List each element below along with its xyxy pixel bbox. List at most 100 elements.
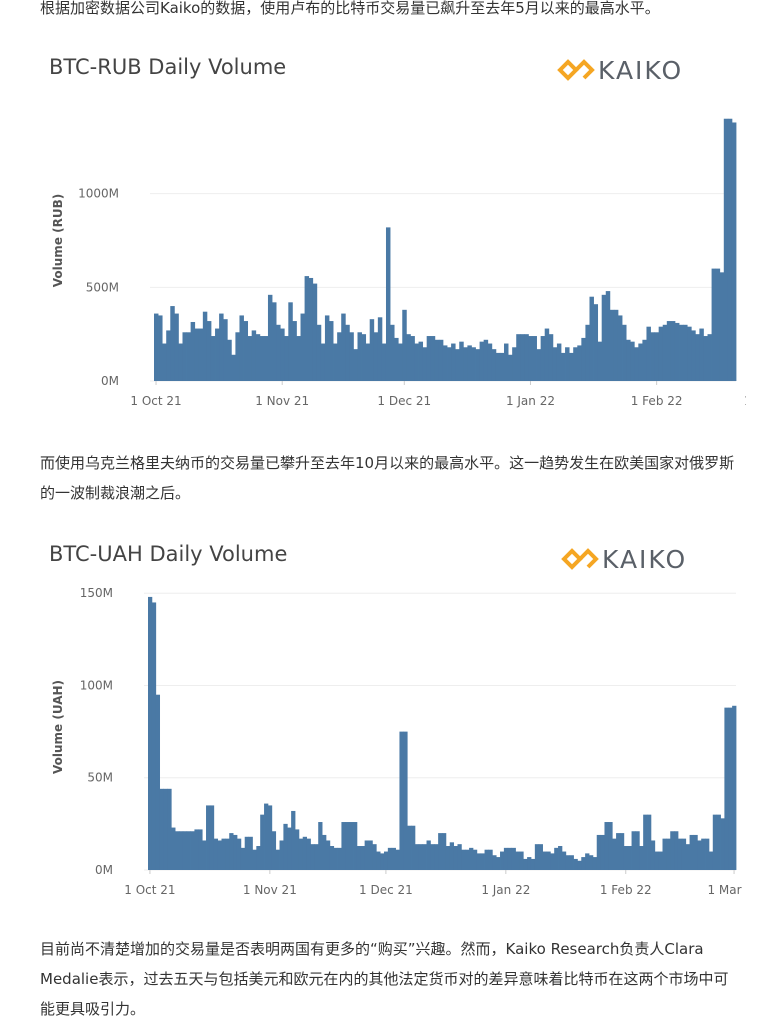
bar: [353, 349, 358, 381]
x-tick-label: 1 Feb 22: [631, 394, 683, 408]
bar: [577, 860, 582, 870]
bar: [291, 810, 296, 870]
bar: [442, 345, 448, 381]
bar: [670, 831, 675, 870]
bar: [601, 294, 607, 381]
y-axis-label: Volume (UAH): [51, 680, 65, 774]
bar: [373, 332, 379, 381]
logo-text: KAIKO: [598, 55, 684, 85]
bar: [322, 834, 327, 870]
bar: [418, 341, 424, 381]
bar: [715, 268, 721, 381]
bar: [507, 847, 513, 870]
bar: [577, 345, 582, 381]
bar: [219, 313, 224, 381]
bar: [279, 840, 284, 870]
bar: [402, 309, 407, 381]
bar: [154, 313, 159, 381]
y-tick-label: 50M: [87, 771, 113, 785]
bar: [724, 707, 729, 870]
middle-paragraph: 而使用乌克兰格里夫纳币的交易量已攀升至去年10月以来的最高水平。这一趋势发生在欧…: [40, 454, 735, 502]
bar: [263, 336, 269, 381]
bar: [442, 833, 447, 870]
bar: [732, 705, 737, 870]
bar: [260, 814, 265, 870]
bar: [520, 334, 525, 381]
bar: [534, 844, 540, 870]
bar: [324, 315, 330, 381]
kaiko-logo: KAIKO: [556, 55, 683, 85]
bar: [296, 336, 301, 381]
bar: [471, 347, 476, 381]
bar: [398, 343, 403, 381]
bar: [445, 846, 451, 870]
bar: [399, 731, 404, 870]
bar: [418, 844, 424, 870]
bar: [622, 324, 627, 381]
bar: [256, 846, 261, 870]
bar: [387, 847, 393, 870]
bar: [434, 844, 439, 870]
bar: [227, 339, 232, 381]
bar: [304, 276, 310, 381]
bar: [548, 334, 554, 381]
bar: [662, 838, 667, 870]
x-tick-label: 1 Nov 21: [255, 394, 309, 408]
bar: [674, 831, 679, 870]
bar: [190, 831, 195, 870]
bar: [654, 851, 660, 870]
bar: [689, 834, 694, 870]
x-tick-label: 1 Dec 21: [359, 883, 413, 897]
bar: [236, 838, 242, 870]
bar: [295, 829, 300, 870]
bar: [292, 321, 297, 381]
bar: [248, 836, 253, 870]
y-tick-label: 0M: [101, 374, 119, 388]
bar: [170, 306, 175, 381]
bar: [608, 822, 613, 870]
bar: [298, 838, 304, 870]
bar: [596, 834, 602, 870]
bar: [247, 336, 253, 381]
bar: [617, 315, 623, 381]
bar: [701, 838, 706, 870]
bar: [333, 343, 338, 381]
bar: [728, 707, 733, 870]
bar: [449, 842, 455, 870]
bar: [385, 227, 391, 381]
bar: [619, 833, 625, 870]
bar: [544, 328, 550, 381]
bar: [395, 849, 400, 870]
bar: [287, 827, 292, 870]
bar: [252, 849, 257, 870]
bar: [609, 309, 615, 381]
bar: [426, 336, 432, 381]
bar: [515, 851, 520, 870]
bar: [573, 858, 578, 870]
bar: [635, 831, 640, 870]
bar: [271, 831, 277, 870]
bar: [244, 836, 249, 870]
bar: [585, 853, 590, 870]
bar: [372, 844, 377, 870]
bar: [306, 838, 311, 870]
bar: [194, 328, 200, 381]
bar: [202, 840, 207, 870]
bar: [727, 118, 733, 381]
x-tick-label: 1 Jan 22: [481, 883, 530, 897]
bar: [650, 840, 656, 870]
bar: [329, 846, 335, 870]
bar: [349, 332, 354, 381]
bar: [383, 851, 389, 870]
bar: [487, 343, 493, 381]
bar: [407, 825, 412, 870]
bar: [175, 831, 180, 870]
bar: [631, 831, 636, 870]
bar: [658, 326, 664, 381]
bar: [381, 343, 387, 381]
bottom-paragraph: 目前尚不清楚增加的交易量是否表明两国有更多的“购买”兴趣。然而，Kaiko Re…: [40, 940, 729, 1018]
bar: [272, 302, 277, 381]
bar: [453, 846, 458, 870]
bar: [403, 731, 408, 870]
bar: [469, 847, 474, 870]
